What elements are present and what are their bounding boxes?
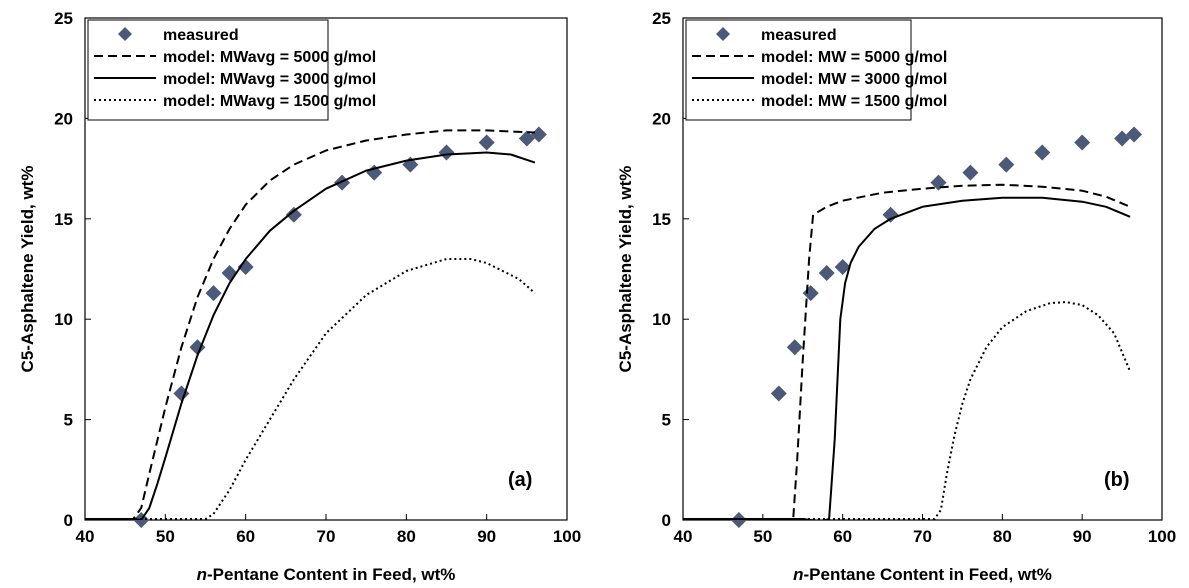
x-axis-label-rest: -Pentane Content in Feed, wt% — [207, 565, 455, 584]
model-line-dotted — [683, 301, 1132, 520]
y-tick-label: 15 — [652, 210, 671, 229]
chart-panel-b: 40 50 60 70 80 90 100 0 5 10 15 20 25 n-Pentane Conte… — [616, 9, 1176, 584]
x-tick-label: 90 — [477, 527, 496, 546]
legend-marker — [118, 27, 132, 41]
measured-point — [882, 206, 899, 223]
legend-entry-label: measured — [163, 27, 239, 44]
x-axis-label: n-Pentane Content in Feed, wt% — [197, 565, 456, 584]
measured-point — [786, 339, 803, 356]
x-axis-label-italic: n — [197, 565, 207, 584]
measured-point — [1034, 144, 1051, 161]
x-tick-label: 40 — [76, 527, 95, 546]
y-tick-label: 5 — [662, 411, 671, 430]
measured-point — [834, 258, 851, 275]
measured-point — [802, 285, 819, 302]
y-tick-label: 20 — [652, 109, 671, 128]
legend-entry-label: model: MWavg = 3000 g/mol — [163, 71, 376, 88]
measured-point — [334, 174, 351, 191]
measured-point — [205, 285, 222, 302]
y-tick-label: 25 — [652, 9, 671, 28]
x-tick-label: 80 — [397, 527, 416, 546]
y-tick-label: 10 — [54, 310, 73, 329]
x-tick-label: 60 — [833, 527, 852, 546]
measured-point — [285, 206, 302, 223]
measured-point — [1126, 126, 1143, 143]
legend-entry-label: model: MW = 1500 g/mol — [761, 93, 947, 110]
x-tick-label: 50 — [156, 527, 175, 546]
measured-point — [530, 126, 547, 143]
y-tick-label: 5 — [64, 411, 73, 430]
legend-entry-label: model: MWavg = 1500 g/mol — [163, 93, 376, 110]
y-tick-label: 20 — [54, 109, 73, 128]
x-tick-label: 80 — [993, 527, 1012, 546]
y-tick-label: 10 — [652, 310, 671, 329]
model-line-solid — [683, 196, 1131, 520]
measured-point — [438, 144, 455, 161]
x-axis-label-rest: -Pentane Content in Feed, wt% — [803, 565, 1051, 584]
panel-tag: (a) — [508, 469, 532, 491]
y-tick-label: 25 — [54, 9, 73, 28]
legend-entry-label: measured — [761, 27, 837, 44]
measured-point — [478, 134, 495, 151]
measured-point — [518, 130, 535, 147]
x-tick-label: 50 — [753, 527, 772, 546]
x-tick-label: 100 — [553, 527, 581, 546]
y-axis-label: C5-Asphaltene Yield, wt% — [18, 166, 37, 373]
measured-point — [998, 156, 1015, 173]
y-tick-label: 15 — [54, 210, 73, 229]
measured-point — [770, 385, 787, 402]
y-axis-label: C5-Asphaltene Yield, wt% — [616, 166, 635, 373]
measured-point — [962, 164, 979, 181]
model-line-solid — [85, 151, 536, 520]
legend-entry-label: model: MW = 5000 g/mol — [761, 49, 947, 66]
x-tick-label: 100 — [1148, 527, 1176, 546]
x-tick-label: 60 — [236, 527, 255, 546]
x-tick-label: 40 — [674, 527, 693, 546]
x-tick-label: 70 — [317, 527, 336, 546]
panel-tag: (b) — [1104, 469, 1130, 491]
measured-point — [1074, 134, 1091, 151]
measured-point — [818, 265, 835, 282]
x-axis-label-italic: n — [793, 565, 803, 584]
legend-entry-label: model: MWavg = 5000 g/mol — [163, 49, 376, 66]
x-axis-label: n-Pentane Content in Feed, wt% — [793, 565, 1052, 584]
legend-entry-label: model: MW = 3000 g/mol — [761, 71, 947, 88]
measured-point — [237, 258, 254, 275]
chart-panel-a: 40 50 60 70 80 90 100 0 5 10 15 20 25 n-Pentane Conte… — [18, 9, 581, 584]
model-line-dashed — [85, 129, 535, 520]
y-tick-label: 0 — [662, 511, 671, 530]
y-tick-label: 0 — [64, 511, 73, 530]
x-tick-label: 90 — [1073, 527, 1092, 546]
x-tick-label: 70 — [913, 527, 932, 546]
model-line-dotted — [85, 258, 536, 520]
legend-marker — [716, 27, 730, 41]
model-line-dashed — [683, 183, 1131, 520]
